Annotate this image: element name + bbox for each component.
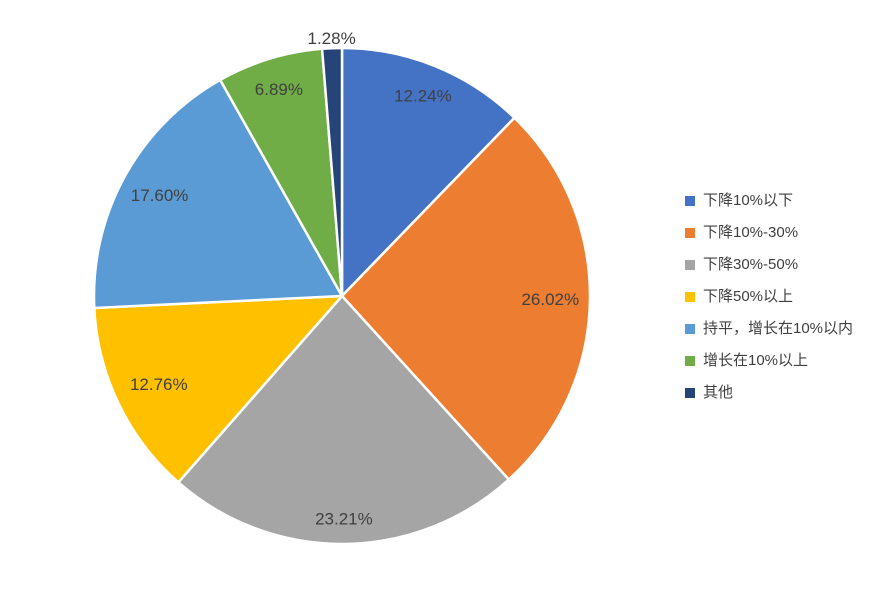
legend-swatch-icon: [685, 356, 695, 366]
legend-label: 增长在10%以上: [703, 352, 809, 369]
legend-item: 下降10%-30%: [685, 222, 853, 244]
slice-data-label: 17.60%: [131, 186, 189, 205]
legend-swatch-icon: [685, 292, 695, 302]
legend-item: 下降30%-50%: [685, 254, 853, 276]
legend-item: 下降10%以下: [685, 190, 853, 212]
legend-swatch-icon: [685, 324, 695, 334]
slice-data-label: 12.76%: [130, 375, 188, 394]
legend-label: 下降10%以下: [703, 192, 794, 209]
chart-legend: 下降10%以下 下降10%-30% 下降30%-50% 下降50%以上持平，增长在10…: [685, 190, 853, 404]
pie-slice-5: [92, 78, 344, 310]
legend-swatch-icon: [685, 228, 695, 238]
legend-item: 下降50%以上: [685, 286, 853, 308]
legend-label: 持平，增长在10%以内: [703, 320, 854, 337]
pie-slice-1: [340, 46, 516, 298]
legend-item: 持平，增长在10%以内: [685, 318, 853, 340]
pie-slice-2: [340, 116, 592, 481]
pie-slice-6: [218, 47, 344, 298]
legend-label: 其他: [703, 384, 734, 401]
pie-slice-7: [320, 46, 344, 298]
pie-slice-3: [177, 294, 511, 546]
pie-slice-4: [93, 294, 344, 484]
legend-label: 下降10%-30%: [703, 224, 799, 241]
legend-swatch-icon: [685, 260, 695, 270]
slice-data-label: 23.21%: [315, 510, 373, 529]
slice-data-label: 1.28%: [307, 29, 355, 48]
legend-swatch-icon: [685, 196, 695, 206]
legend-item: 其他: [685, 382, 853, 404]
legend-label: 下降30%-50%: [703, 256, 799, 273]
slice-data-label: 12.24%: [394, 87, 452, 106]
legend-item: 增长在10%以上: [685, 350, 853, 372]
legend-label: 下降50%以上: [703, 288, 794, 305]
slice-data-label: 26.02%: [521, 290, 579, 309]
legend-swatch-icon: [685, 388, 695, 398]
slice-data-label: 6.89%: [255, 80, 303, 99]
